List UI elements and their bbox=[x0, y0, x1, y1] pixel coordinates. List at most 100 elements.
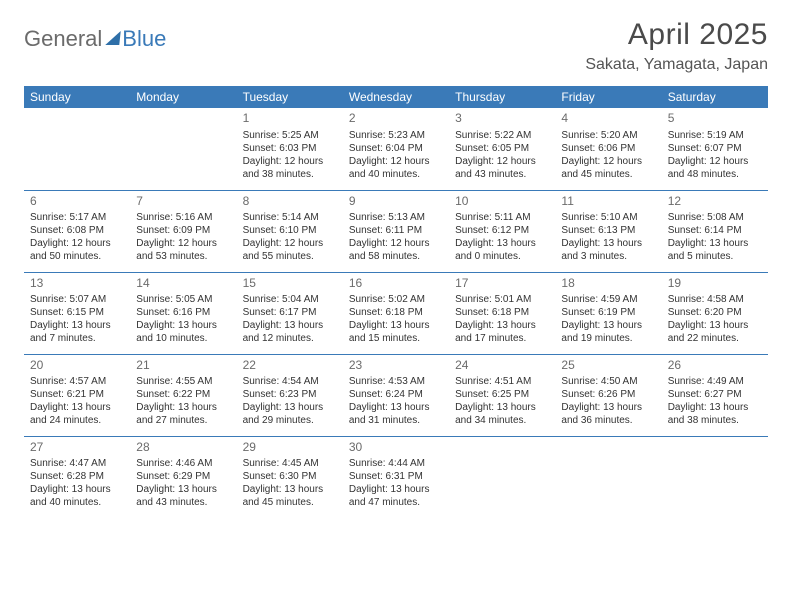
sunset-line: Sunset: 6:03 PM bbox=[243, 142, 337, 155]
day-number: 30 bbox=[349, 440, 443, 456]
day-number: 2 bbox=[349, 111, 443, 127]
sunrise-line: Sunrise: 4:54 AM bbox=[243, 375, 337, 388]
sunrise-line: Sunrise: 5:02 AM bbox=[349, 293, 443, 306]
calendar-day-cell: 27Sunrise: 4:47 AMSunset: 6:28 PMDayligh… bbox=[24, 436, 130, 518]
calendar-empty-cell bbox=[24, 108, 130, 190]
sunset-line: Sunset: 6:10 PM bbox=[243, 224, 337, 237]
calendar-day-cell: 2Sunrise: 5:23 AMSunset: 6:04 PMDaylight… bbox=[343, 108, 449, 190]
sunset-line: Sunset: 6:23 PM bbox=[243, 388, 337, 401]
calendar-empty-cell bbox=[555, 436, 661, 518]
daylight-line: Daylight: 12 hours and 48 minutes. bbox=[668, 155, 762, 181]
daylight-line: Daylight: 12 hours and 43 minutes. bbox=[455, 155, 549, 181]
page-header: General Blue April 2025 Sakata, Yamagata… bbox=[24, 18, 768, 74]
calendar-day-cell: 9Sunrise: 5:13 AMSunset: 6:11 PMDaylight… bbox=[343, 190, 449, 272]
daylight-line: Daylight: 13 hours and 40 minutes. bbox=[30, 483, 124, 509]
day-number: 22 bbox=[243, 358, 337, 374]
daylight-line: Daylight: 13 hours and 3 minutes. bbox=[561, 237, 655, 263]
calendar-week-row: 1Sunrise: 5:25 AMSunset: 6:03 PMDaylight… bbox=[24, 108, 768, 190]
calendar-day-cell: 24Sunrise: 4:51 AMSunset: 6:25 PMDayligh… bbox=[449, 354, 555, 436]
sunrise-line: Sunrise: 4:59 AM bbox=[561, 293, 655, 306]
daylight-line: Daylight: 12 hours and 50 minutes. bbox=[30, 237, 124, 263]
calendar-day-cell: 19Sunrise: 4:58 AMSunset: 6:20 PMDayligh… bbox=[662, 272, 768, 354]
calendar-empty-cell bbox=[449, 436, 555, 518]
brand-text-a: General bbox=[24, 26, 102, 52]
day-number: 20 bbox=[30, 358, 124, 374]
calendar-day-cell: 16Sunrise: 5:02 AMSunset: 6:18 PMDayligh… bbox=[343, 272, 449, 354]
daylight-line: Daylight: 13 hours and 17 minutes. bbox=[455, 319, 549, 345]
sunrise-line: Sunrise: 5:05 AM bbox=[136, 293, 230, 306]
day-number: 6 bbox=[30, 194, 124, 210]
day-number: 17 bbox=[455, 276, 549, 292]
calendar-day-cell: 14Sunrise: 5:05 AMSunset: 6:16 PMDayligh… bbox=[130, 272, 236, 354]
sunset-line: Sunset: 6:18 PM bbox=[349, 306, 443, 319]
sunset-line: Sunset: 6:25 PM bbox=[455, 388, 549, 401]
weekday-header: Tuesday bbox=[237, 86, 343, 108]
calendar-week-row: 6Sunrise: 5:17 AMSunset: 6:08 PMDaylight… bbox=[24, 190, 768, 272]
daylight-line: Daylight: 13 hours and 5 minutes. bbox=[668, 237, 762, 263]
calendar-day-cell: 7Sunrise: 5:16 AMSunset: 6:09 PMDaylight… bbox=[130, 190, 236, 272]
sunrise-line: Sunrise: 5:20 AM bbox=[561, 129, 655, 142]
day-number: 27 bbox=[30, 440, 124, 456]
sunrise-line: Sunrise: 5:11 AM bbox=[455, 211, 549, 224]
daylight-line: Daylight: 13 hours and 36 minutes. bbox=[561, 401, 655, 427]
day-number: 14 bbox=[136, 276, 230, 292]
calendar-table: SundayMondayTuesdayWednesdayThursdayFrid… bbox=[24, 86, 768, 518]
sunset-line: Sunset: 6:08 PM bbox=[30, 224, 124, 237]
sunset-line: Sunset: 6:18 PM bbox=[455, 306, 549, 319]
calendar-day-cell: 28Sunrise: 4:46 AMSunset: 6:29 PMDayligh… bbox=[130, 436, 236, 518]
daylight-line: Daylight: 13 hours and 7 minutes. bbox=[30, 319, 124, 345]
sunrise-line: Sunrise: 5:17 AM bbox=[30, 211, 124, 224]
sunrise-line: Sunrise: 5:22 AM bbox=[455, 129, 549, 142]
sunrise-line: Sunrise: 4:51 AM bbox=[455, 375, 549, 388]
sunset-line: Sunset: 6:13 PM bbox=[561, 224, 655, 237]
day-number: 7 bbox=[136, 194, 230, 210]
sunset-line: Sunset: 6:20 PM bbox=[668, 306, 762, 319]
day-number: 11 bbox=[561, 194, 655, 210]
sunset-line: Sunset: 6:16 PM bbox=[136, 306, 230, 319]
calendar-day-cell: 25Sunrise: 4:50 AMSunset: 6:26 PMDayligh… bbox=[555, 354, 661, 436]
day-number: 29 bbox=[243, 440, 337, 456]
sunrise-line: Sunrise: 5:01 AM bbox=[455, 293, 549, 306]
day-number: 16 bbox=[349, 276, 443, 292]
sunrise-line: Sunrise: 5:23 AM bbox=[349, 129, 443, 142]
sunrise-line: Sunrise: 4:53 AM bbox=[349, 375, 443, 388]
weekday-header: Sunday bbox=[24, 86, 130, 108]
sunrise-line: Sunrise: 4:49 AM bbox=[668, 375, 762, 388]
brand-logo: General Blue bbox=[24, 18, 166, 52]
day-number: 4 bbox=[561, 111, 655, 127]
day-number: 19 bbox=[668, 276, 762, 292]
calendar-day-cell: 30Sunrise: 4:44 AMSunset: 6:31 PMDayligh… bbox=[343, 436, 449, 518]
calendar-empty-cell bbox=[130, 108, 236, 190]
day-number: 13 bbox=[30, 276, 124, 292]
calendar-day-cell: 3Sunrise: 5:22 AMSunset: 6:05 PMDaylight… bbox=[449, 108, 555, 190]
calendar-day-cell: 8Sunrise: 5:14 AMSunset: 6:10 PMDaylight… bbox=[237, 190, 343, 272]
sunrise-line: Sunrise: 5:10 AM bbox=[561, 211, 655, 224]
sunrise-line: Sunrise: 4:45 AM bbox=[243, 457, 337, 470]
sunrise-line: Sunrise: 5:19 AM bbox=[668, 129, 762, 142]
calendar-day-cell: 17Sunrise: 5:01 AMSunset: 6:18 PMDayligh… bbox=[449, 272, 555, 354]
daylight-line: Daylight: 12 hours and 53 minutes. bbox=[136, 237, 230, 263]
brand-text-b: Blue bbox=[122, 26, 166, 52]
weekday-header: Friday bbox=[555, 86, 661, 108]
daylight-line: Daylight: 13 hours and 47 minutes. bbox=[349, 483, 443, 509]
day-number: 3 bbox=[455, 111, 549, 127]
sunset-line: Sunset: 6:22 PM bbox=[136, 388, 230, 401]
day-number: 18 bbox=[561, 276, 655, 292]
sunset-line: Sunset: 6:12 PM bbox=[455, 224, 549, 237]
calendar-day-cell: 10Sunrise: 5:11 AMSunset: 6:12 PMDayligh… bbox=[449, 190, 555, 272]
daylight-line: Daylight: 13 hours and 29 minutes. bbox=[243, 401, 337, 427]
daylight-line: Daylight: 13 hours and 31 minutes. bbox=[349, 401, 443, 427]
day-number: 1 bbox=[243, 111, 337, 127]
daylight-line: Daylight: 13 hours and 12 minutes. bbox=[243, 319, 337, 345]
sunset-line: Sunset: 6:04 PM bbox=[349, 142, 443, 155]
sunrise-line: Sunrise: 5:04 AM bbox=[243, 293, 337, 306]
calendar-day-cell: 13Sunrise: 5:07 AMSunset: 6:15 PMDayligh… bbox=[24, 272, 130, 354]
month-title: April 2025 bbox=[585, 18, 768, 52]
weekday-header: Monday bbox=[130, 86, 236, 108]
sunset-line: Sunset: 6:17 PM bbox=[243, 306, 337, 319]
daylight-line: Daylight: 13 hours and 27 minutes. bbox=[136, 401, 230, 427]
day-number: 5 bbox=[668, 111, 762, 127]
sunrise-line: Sunrise: 5:07 AM bbox=[30, 293, 124, 306]
weekday-header: Wednesday bbox=[343, 86, 449, 108]
calendar-day-cell: 20Sunrise: 4:57 AMSunset: 6:21 PMDayligh… bbox=[24, 354, 130, 436]
